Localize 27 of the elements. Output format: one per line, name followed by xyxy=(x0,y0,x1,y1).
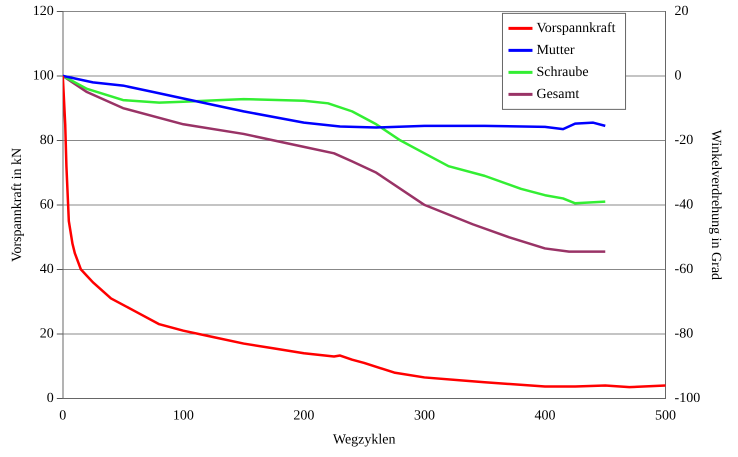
x-tick-label: 200 xyxy=(293,408,314,424)
y-tick-label: 100 xyxy=(32,68,54,84)
y-tick-label: 40 xyxy=(40,262,54,278)
y2-tick-label: -40 xyxy=(674,198,694,213)
y-tick-label: 0 xyxy=(46,391,54,406)
y2-tick-label: 20 xyxy=(674,4,689,20)
x-tick-label: 300 xyxy=(414,408,435,424)
x-tick-label: 100 xyxy=(172,408,194,424)
y-tick-label: 60 xyxy=(40,198,54,213)
x-tick-label: 400 xyxy=(534,408,556,424)
y2-tick-label: -20 xyxy=(674,133,694,148)
x-axis-title: Wegzyklen xyxy=(332,432,396,448)
x-tick-label: 0 xyxy=(59,408,66,424)
y2-tick-label: -60 xyxy=(674,262,694,278)
y2-tick-label: -80 xyxy=(674,326,694,342)
y2-tick-label: 0 xyxy=(674,68,682,84)
legend-label: Gesamt xyxy=(536,87,580,102)
x-tick-label: 500 xyxy=(655,408,676,424)
legend-label: Schraube xyxy=(536,65,589,80)
y-tick-label: 120 xyxy=(32,4,54,20)
y-tick-label: 80 xyxy=(40,133,54,148)
legend-label: Mutter xyxy=(536,43,575,58)
y-tick-label: 20 xyxy=(40,326,54,342)
y2-axis-title: Winkelverdrehung in Grad xyxy=(708,130,723,280)
y2-tick-label: -100 xyxy=(674,391,700,406)
y-axis-title: Vorspannkraft in kN xyxy=(10,148,26,262)
legend-label: Vorspannkraft xyxy=(536,21,616,36)
